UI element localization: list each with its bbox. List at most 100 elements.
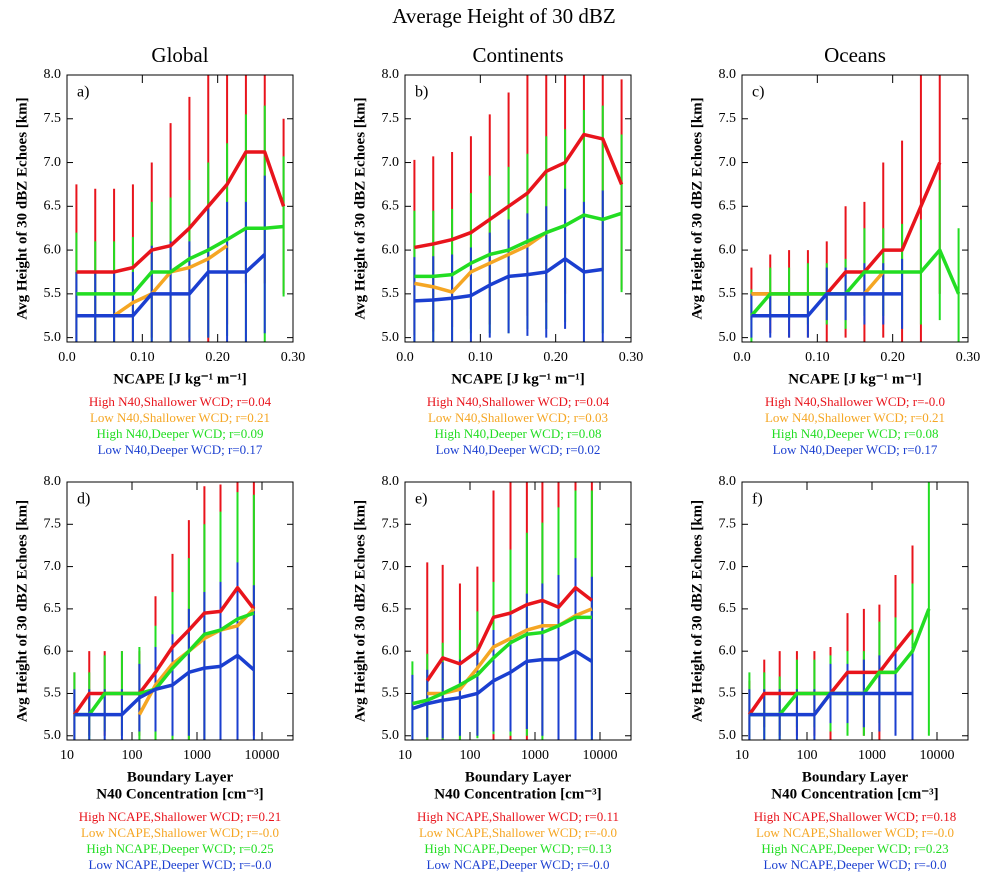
series-line [414, 231, 548, 294]
x-axis-label: NCAPE [J kg⁻¹ m⁻¹] [788, 371, 922, 387]
x-tick-label: 10000 [919, 748, 954, 763]
panel-title: Global [151, 43, 208, 67]
x-tick-label: 10000 [244, 748, 279, 763]
y-tick-label: 6.5 [719, 601, 737, 616]
x-tick-label: 10 [60, 748, 74, 763]
legend-entry: High N40,Deeper WCD; r=0.08 [434, 426, 601, 441]
y-tick-label: 6.5 [719, 199, 737, 214]
plot-area [72, 482, 256, 740]
y-axis-label: Avg Height of 30 dBZ Echoes [km] [352, 97, 368, 319]
x-axis-label: Boundary Layer [127, 769, 234, 785]
plot-frame [66, 481, 294, 741]
y-tick-label: 8.0 [44, 474, 62, 489]
plot-area [75, 75, 286, 342]
y-tick-label: 5.0 [719, 330, 737, 345]
x-tick-label: 1000 [521, 748, 549, 763]
y-axis-label: Avg Height of 30 dBZ Echoes [km] [14, 97, 30, 319]
series-line [72, 585, 256, 716]
plot-area [750, 75, 961, 342]
series-line [414, 257, 603, 303]
legend-entry: Low NCAPE,Deeper WCD; r=-0.0 [427, 857, 610, 872]
y-tick-label: 6.0 [719, 643, 737, 658]
panel-label: a) [77, 84, 89, 101]
x-tick-label: 1000 [858, 748, 886, 763]
panel-title: Oceans [824, 43, 886, 67]
y-axis-label: Avg Height of 30 dBZ Echoes [km] [352, 500, 368, 722]
panel-title: Continents [472, 43, 563, 67]
panel: d) Avg Height of 30 dBZ Echoes [km] 5.0 5.5… [14, 474, 294, 872]
panel-label: d) [77, 491, 90, 508]
legend-entry: High NCAPE,Shallower WCD; r=0.11 [417, 809, 619, 824]
series-line [76, 224, 284, 296]
series-line [749, 608, 931, 717]
series-line [76, 150, 286, 274]
series-line [74, 611, 255, 717]
x-axis-label: NCAPE [J kg⁻¹ m⁻¹] [451, 371, 585, 387]
y-tick-label: 7.0 [719, 155, 737, 170]
y-tick-label: 5.5 [719, 686, 737, 701]
legend-entry: Low NCAPE,Shallower WCD; r=-0.0 [419, 825, 617, 840]
legend-entry: Low N40,Shallower WCD; r=0.03 [428, 410, 608, 425]
series-line [76, 253, 266, 318]
x-tick-label: 10 [398, 748, 412, 763]
legend-entry: Low N40,Deeper WCD; r=0.02 [436, 442, 601, 457]
legend-entry: Low NCAPE,Shallower WCD; r=-0.0 [756, 825, 954, 840]
x-tick-label: 0.20 [880, 350, 905, 365]
series-line [414, 211, 623, 279]
x-tick-label: 100 [796, 748, 817, 763]
x-axis-label: Boundary Layer [465, 769, 572, 785]
y-tick-label: 7.0 [719, 559, 737, 574]
legend-entry: High N40,Deeper WCD; r=0.09 [96, 426, 263, 441]
panel-label: f) [752, 491, 763, 508]
series-line [412, 615, 592, 706]
y-tick-label: 5.5 [719, 286, 737, 301]
x-axis-label: N40 Concentration [cm⁻³] [96, 786, 263, 802]
y-tick-label: 6.0 [719, 242, 737, 257]
y-tick-label: 5.5 [44, 286, 62, 301]
y-tick-label: 7.5 [382, 111, 400, 126]
legend-entry: High NCAPE,Deeper WCD; r=0.25 [86, 841, 273, 856]
y-tick-label: 7.5 [382, 517, 400, 532]
x-tick-label: 0.10 [805, 350, 830, 365]
series-line [749, 691, 913, 717]
y-tick-label: 5.5 [44, 686, 62, 701]
series-line [411, 649, 593, 711]
x-axis-label: N40 Concentration [cm⁻³] [771, 786, 938, 802]
x-tick-label: 0.30 [281, 350, 306, 365]
y-tick-label: 6.0 [44, 242, 62, 257]
legend-entry: High NCAPE,Shallower WCD; r=0.21 [79, 809, 281, 824]
series-line [425, 585, 593, 682]
series-line [751, 292, 903, 318]
y-tick-label: 7.0 [382, 155, 400, 170]
panel: f) Avg Height of 30 dBZ Echoes [km] 5.0 5.5… [689, 474, 969, 872]
y-tick-label: 8.0 [44, 67, 62, 82]
plot-frame [66, 74, 294, 343]
plot-frame [741, 481, 969, 741]
legend-entry: High N40,Shallower WCD; r=0.04 [89, 394, 272, 409]
plot-area [411, 482, 593, 740]
legend-entry: Low NCAPE,Deeper WCD; r=-0.0 [89, 857, 272, 872]
y-tick-label: 8.0 [719, 67, 737, 82]
y-tick-label: 7.0 [382, 559, 400, 574]
x-tick-label: 0.0 [733, 350, 751, 365]
x-tick-label: 0.20 [205, 350, 230, 365]
y-tick-label: 8.0 [382, 474, 400, 489]
plot-area [747, 482, 931, 740]
plot-area [413, 75, 624, 342]
x-tick-label: 1000 [183, 748, 211, 763]
panel-label: e) [415, 491, 427, 508]
x-tick-label: 10 [735, 748, 749, 763]
plot-frame [741, 74, 969, 343]
y-tick-label: 7.5 [719, 111, 737, 126]
y-tick-label: 5.0 [382, 728, 400, 743]
y-tick-label: 7.5 [44, 111, 62, 126]
y-tick-label: 6.5 [44, 199, 62, 214]
y-tick-label: 5.0 [382, 330, 400, 345]
y-axis-label: Avg Height of 30 dBZ Echoes [km] [689, 97, 705, 319]
x-tick-label: 0.10 [468, 350, 493, 365]
y-tick-label: 6.5 [382, 199, 400, 214]
plot-frame [404, 481, 632, 741]
y-tick-label: 8.0 [382, 67, 400, 82]
panel: Oceans c) Avg Height of 30 dBZ Echoes [km]… [689, 43, 980, 457]
